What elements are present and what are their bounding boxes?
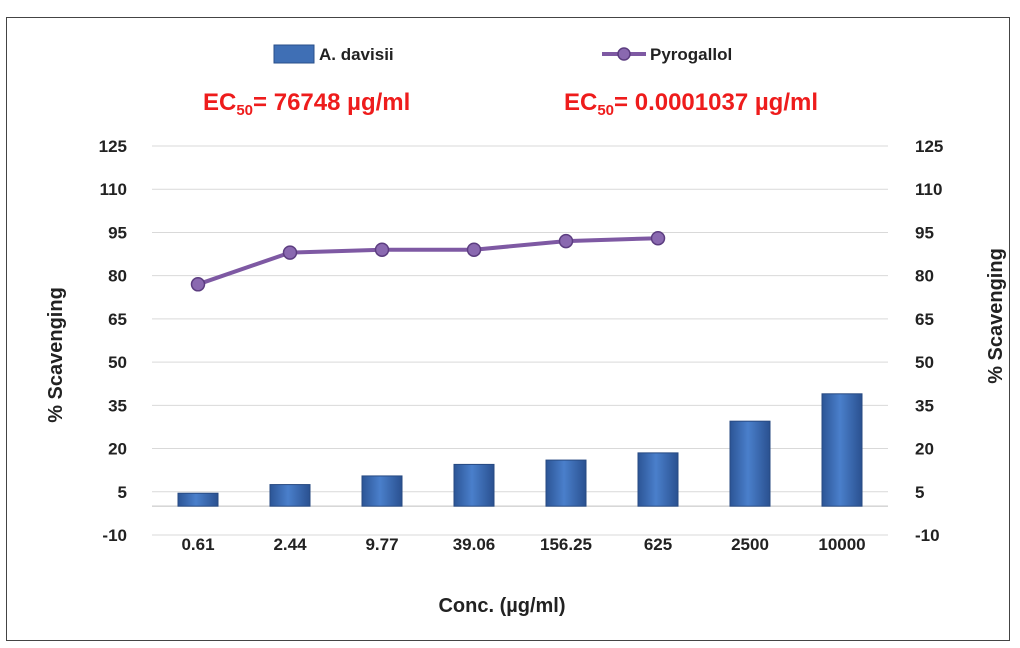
legend-label-bar: A. davisii <box>319 45 394 64</box>
legend-swatch-bar <box>273 44 315 64</box>
legend: A. davisii Pyrogallol <box>273 44 732 64</box>
legend-label-line: Pyrogallol <box>650 45 732 64</box>
y-tick-right: 5 <box>915 483 924 502</box>
x-tick: 0.61 <box>181 535 214 554</box>
y-axis-right-title: % Scavenging <box>985 248 1007 384</box>
y-tick-right: 35 <box>915 396 934 415</box>
x-tick: 625 <box>644 535 672 554</box>
pyrogallol-point-156.25 <box>558 233 574 249</box>
y-tick-right: 110 <box>915 180 942 199</box>
legend-marker-line <box>617 47 631 61</box>
y-tick-right: 95 <box>915 223 934 242</box>
y-tick-left: 50 <box>108 353 127 372</box>
pyrogallol-point-625 <box>650 230 666 246</box>
y-tick-left: -10 <box>102 526 127 545</box>
pyrogallol-point-9.77 <box>374 242 390 257</box>
y-tick-left: 95 <box>108 223 127 242</box>
chart-frame <box>6 17 1010 641</box>
pyrogallol-point-2.44 <box>282 245 298 260</box>
y-axis-right-ticks: 125 110 95 80 65 50 35 20 5 -10 <box>915 137 943 545</box>
x-tick: 2500 <box>731 535 769 554</box>
y-tick-left: 80 <box>108 267 127 286</box>
pyrogallol-point-0.61 <box>190 277 206 292</box>
bar-156.25 <box>545 459 587 507</box>
x-tick: 2.44 <box>273 535 307 554</box>
y-axis-left-ticks: 125 110 95 80 65 50 35 20 5 -10 <box>99 137 127 545</box>
bar-0.61 <box>177 492 219 507</box>
y-tick-right: 20 <box>915 440 934 459</box>
line-series <box>190 230 666 292</box>
x-axis-ticks: 0.61 2.44 9.77 39.06 156.25 625 2500 10000 <box>181 535 865 554</box>
bar-2500 <box>729 420 771 507</box>
pyrogallol-line <box>197 236 659 287</box>
x-tick: 156.25 <box>540 535 592 554</box>
ec50-annotation-line: EC50= 0.0001037 µg/ml <box>564 89 818 119</box>
y-tick-left: 125 <box>99 137 127 156</box>
y-tick-left: 35 <box>108 396 127 415</box>
x-tick: 39.06 <box>453 535 496 554</box>
bar-9.77 <box>361 475 403 507</box>
pyrogallol-point-39.06 <box>466 242 482 257</box>
x-tick: 9.77 <box>365 535 398 554</box>
y-tick-left: 5 <box>118 483 127 502</box>
bar-625 <box>637 452 679 507</box>
x-axis-title: Conc. (µg/ml) <box>438 595 565 617</box>
y-tick-left: 65 <box>108 310 127 329</box>
ec50-annotation-bar: EC50= 76748 µg/ml <box>203 89 410 119</box>
bar-2.44 <box>269 484 311 507</box>
y-tick-right: -10 <box>915 526 940 545</box>
y-tick-right: 80 <box>915 267 934 286</box>
y-axis-left-title: % Scavenging <box>45 287 67 423</box>
bar-39.06 <box>453 463 495 507</box>
grid-lines <box>152 145 888 536</box>
y-tick-right: 50 <box>915 353 934 372</box>
bar-10000 <box>821 393 863 507</box>
y-tick-right: 125 <box>915 137 943 156</box>
bar-series <box>177 393 863 507</box>
y-tick-left: 20 <box>108 440 127 459</box>
y-tick-right: 65 <box>915 310 934 329</box>
x-tick: 10000 <box>818 535 865 554</box>
y-tick-left: 110 <box>100 180 127 199</box>
